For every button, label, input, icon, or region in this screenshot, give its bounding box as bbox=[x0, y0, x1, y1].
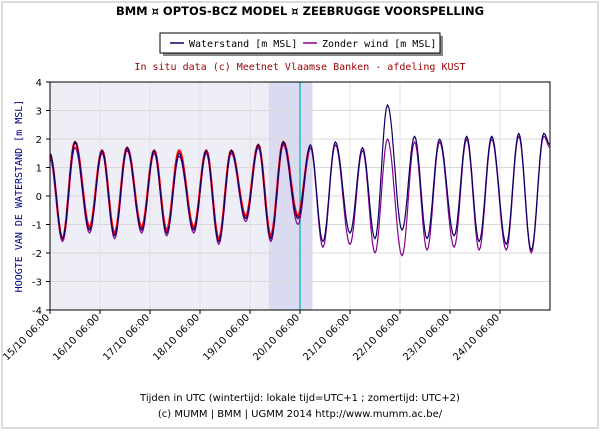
chart-title: BMM ¤ OPTOS-BCZ MODEL ¤ ZEEBRUGGE VOORSP… bbox=[116, 4, 484, 18]
chart-subtitle: In situ data (c) Meetnet Vlaamse Banken … bbox=[134, 62, 465, 73]
y-tick-label: -3 bbox=[32, 278, 42, 289]
series-waterstand bbox=[49, 104, 551, 251]
legend-box bbox=[159, 32, 441, 54]
y-tick-label: 2 bbox=[36, 135, 42, 146]
x-axis-label: Tijden in UTC (wintertijd: lokale tijd=U… bbox=[139, 393, 460, 404]
legend: Waterstand [m MSL] Zonder wind [m MSL] bbox=[159, 32, 443, 56]
y-tick-label: 1 bbox=[36, 164, 42, 175]
y-axis-ticks: -4 -3 -2 -1 0 1 2 3 4 bbox=[32, 78, 50, 317]
legend-label-zonder-wind: Zonder wind [m MSL] bbox=[322, 39, 436, 50]
y-axis-label: HOOGTE VAN DE WATERSTAND [m MSL] bbox=[14, 100, 25, 293]
y-tick-label: 4 bbox=[36, 78, 42, 89]
y-tick-label: -2 bbox=[32, 249, 42, 260]
y-tick-label: 3 bbox=[36, 107, 42, 118]
series-layer bbox=[49, 104, 551, 257]
y-tick-label: 0 bbox=[36, 192, 42, 203]
y-tick-label: -1 bbox=[32, 221, 42, 232]
y-tick-label: -4 bbox=[32, 306, 42, 317]
legend-label-waterstand: Waterstand [m MSL] bbox=[189, 39, 297, 50]
credits-text: (c) MUMM | BMM | UGMM 2014 http://www.mu… bbox=[158, 409, 443, 420]
